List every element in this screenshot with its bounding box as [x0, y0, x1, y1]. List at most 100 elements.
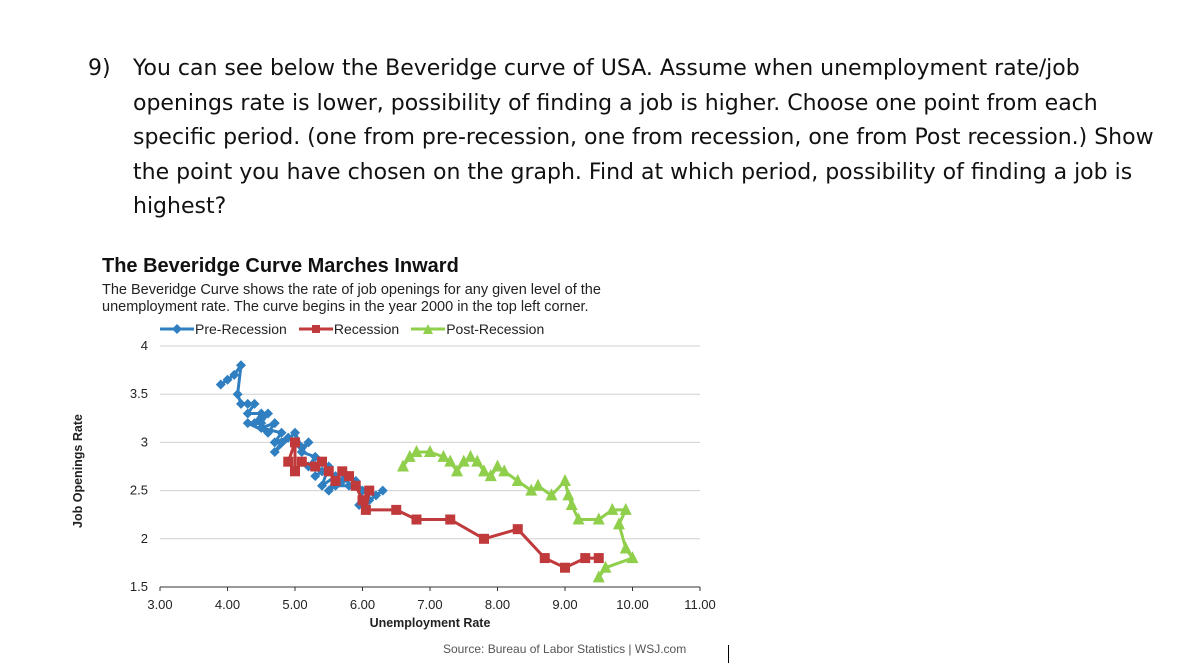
data-point-recession	[330, 475, 341, 486]
data-point-recession	[479, 533, 489, 544]
data-point-post-recession	[478, 464, 490, 477]
data-point-recession	[323, 466, 334, 477]
data-point-recession	[296, 456, 307, 467]
x-tick-label: 11.00	[684, 597, 716, 612]
data-point-post-recession	[599, 560, 612, 573]
x-tick-label: 8.00	[485, 597, 510, 612]
data-point-post-recession	[471, 454, 484, 467]
data-point-recession	[593, 553, 604, 564]
data-point-pre-recession	[269, 418, 280, 429]
x-tick-label: 4.00	[215, 597, 240, 612]
question-text: You can see below the Beveridge curve of…	[133, 56, 1154, 219]
data-point-recession	[539, 553, 550, 564]
question-number: 9)	[88, 56, 111, 81]
data-point-pre-recession	[377, 485, 388, 496]
data-point-pre-recession	[256, 422, 267, 433]
data-point-recession	[344, 471, 354, 482]
data-point-post-recession	[397, 459, 409, 472]
data-point-post-recession	[545, 488, 558, 501]
data-point-pre-recession	[242, 408, 253, 419]
data-point-pre-recession	[242, 418, 253, 429]
data-point-recession	[411, 514, 422, 525]
data-point-pre-recession	[236, 398, 246, 409]
data-point-post-recession	[606, 502, 619, 515]
x-tick-label: 5.00	[282, 597, 307, 612]
data-point-recession	[317, 456, 327, 467]
data-point-pre-recession	[290, 427, 300, 438]
legend-label-post-recession: Post-Recession	[446, 321, 545, 337]
data-point-pre-recession	[323, 485, 334, 496]
data-point-post-recession	[532, 478, 544, 491]
data-point-post-recession	[437, 449, 450, 462]
data-point-recession	[337, 466, 348, 477]
y-tick-label: 2.5	[130, 483, 148, 498]
data-point-post-recession	[424, 445, 436, 458]
y-tick-label: 4	[141, 338, 148, 353]
data-point-recession	[560, 562, 570, 573]
data-point-pre-recession	[256, 408, 267, 419]
data-point-pre-recession	[232, 389, 243, 400]
data-point-pre-recession	[236, 360, 246, 371]
data-point-recession	[360, 504, 371, 515]
data-point-post-recession	[403, 449, 416, 462]
data-point-recession	[391, 504, 402, 515]
legend-swatch-post-recession	[411, 324, 446, 334]
data-point-pre-recession	[303, 437, 314, 448]
data-point-pre-recession	[229, 369, 240, 380]
data-point-pre-recession	[249, 418, 260, 429]
y-tick-label: 3	[141, 434, 148, 449]
x-tick-label: 7.00	[417, 597, 442, 612]
data-point-recession	[350, 480, 361, 491]
y-tick-label: 1.5	[130, 579, 148, 594]
x-tick-label: 10.00	[616, 597, 649, 612]
data-point-pre-recession	[276, 437, 287, 448]
data-point-pre-recession	[222, 374, 233, 385]
data-point-recession	[357, 495, 368, 506]
data-point-pre-recession	[296, 447, 307, 458]
chart-title: The Beveridge Curve Marches Inward	[102, 255, 459, 277]
data-point-pre-recession	[242, 398, 253, 409]
data-point-post-recession	[491, 459, 504, 472]
data-point-post-recession	[525, 483, 538, 496]
data-point-recession	[290, 437, 300, 448]
data-point-post-recession	[592, 512, 605, 525]
chart-source: Source: Bureau of Labor Statistics | WSJ…	[443, 642, 687, 656]
data-point-recession	[310, 461, 321, 472]
x-axis-label: Unemployment Rate	[369, 616, 491, 630]
data-point-post-recession	[464, 449, 477, 462]
data-point-pre-recession	[249, 398, 260, 409]
legend-label-recession: Recession	[333, 321, 400, 337]
data-point-pre-recession	[317, 480, 327, 491]
data-point-post-recession	[484, 469, 497, 482]
data-point-post-recession	[619, 541, 632, 554]
data-point-post-recession	[451, 464, 463, 477]
x-tick-label: 6.00	[350, 597, 375, 612]
data-point-pre-recession	[269, 437, 280, 448]
data-point-recession	[290, 466, 300, 477]
x-tick-label: 9.00	[552, 597, 577, 612]
data-point-post-recession	[410, 445, 423, 458]
chart-subtitle: The Beveridge Curve shows the rate of jo…	[102, 282, 601, 315]
data-point-pre-recession	[310, 471, 321, 482]
data-point-post-recession	[498, 464, 511, 477]
data-point-post-recession	[559, 473, 571, 486]
y-axis-label: Job Openings Rate	[71, 414, 85, 528]
legend-item-pre-recession: Pre-Recession	[160, 321, 287, 337]
legend-item-recession: Recession	[298, 321, 400, 337]
data-point-post-recession	[572, 512, 585, 525]
data-point-pre-recession	[263, 427, 273, 438]
data-point-post-recession	[619, 502, 632, 515]
data-point-post-recession	[626, 551, 639, 564]
data-point-post-recession	[562, 488, 575, 501]
x-tick-label: 3.00	[147, 597, 172, 612]
legend-swatch-recession	[298, 325, 333, 333]
data-point-pre-recession	[215, 379, 226, 390]
data-point-recession	[364, 485, 375, 496]
legend-label-pre-recession: Pre-Recession	[195, 321, 287, 337]
text-cursor	[728, 645, 729, 663]
question: 9) You can see below the Beveridge curve…	[88, 52, 1158, 225]
data-point-recession	[580, 553, 591, 564]
chart-legend: Pre-Recession Recession Post-Recession	[160, 321, 556, 337]
data-point-recession	[512, 524, 523, 535]
